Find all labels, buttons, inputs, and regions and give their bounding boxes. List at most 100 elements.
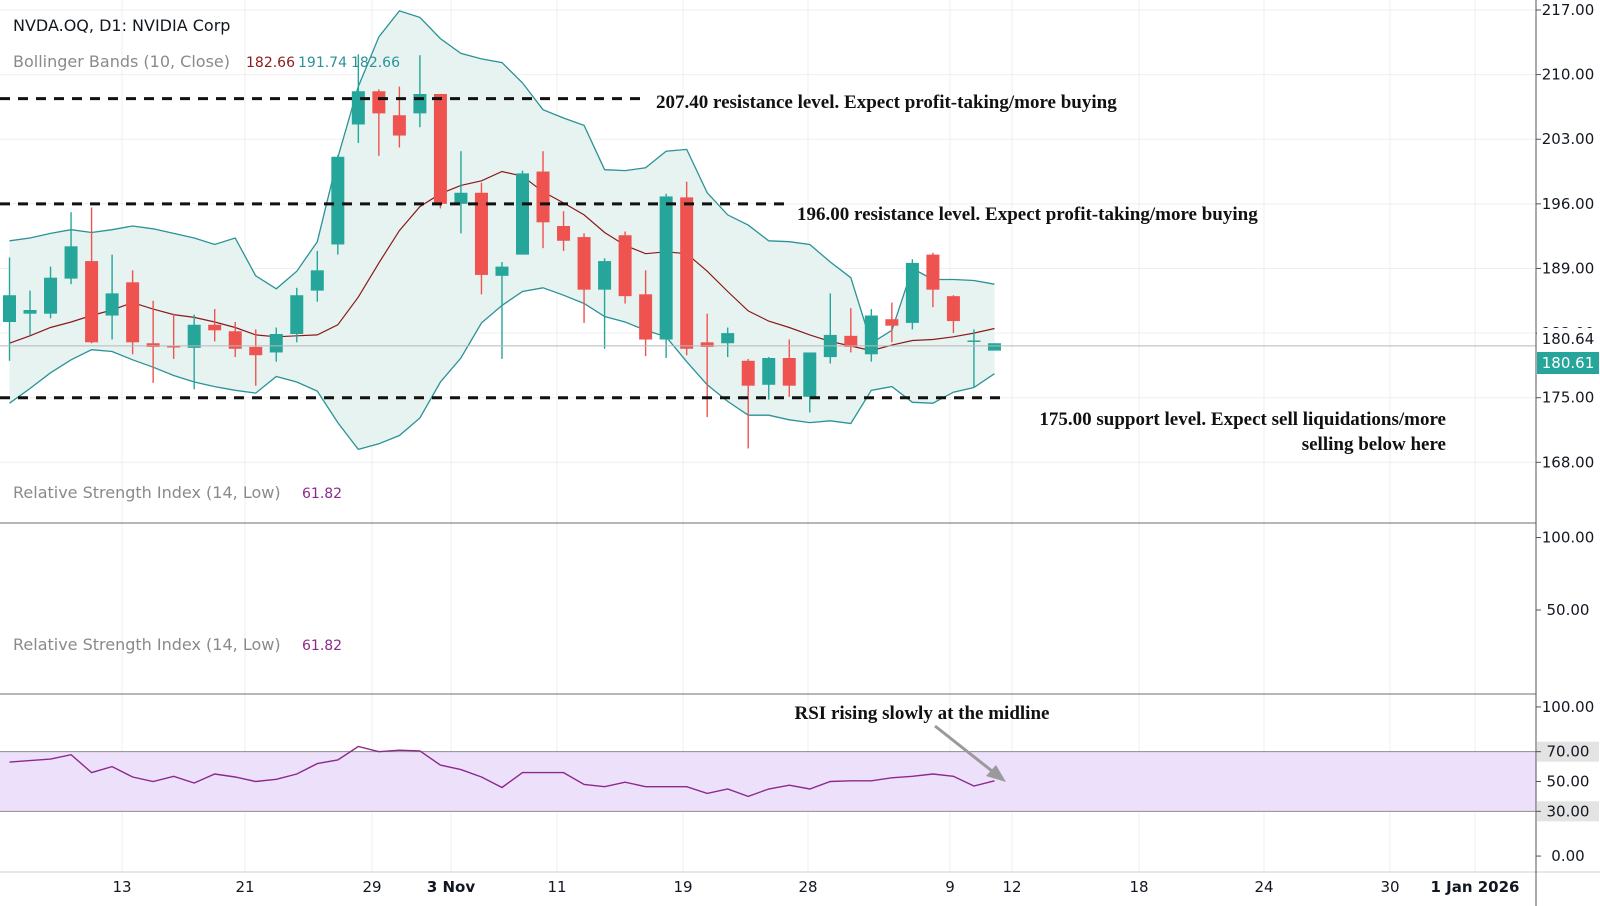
candle — [372, 89, 386, 156]
candle — [495, 262, 509, 359]
candle-body — [885, 319, 899, 326]
bb-lower-value: 182.66 — [351, 55, 400, 71]
candle-body — [721, 333, 735, 344]
candle-body — [680, 197, 694, 349]
candle-body — [351, 91, 365, 125]
candle — [167, 313, 181, 359]
x-axis: 13 21 29 3 Nov 11 19 28 9 12 18 24 30 1 Jan 2026 — [112, 878, 1519, 896]
candle-body — [208, 324, 222, 331]
candle — [228, 322, 242, 358]
x-tick-label: 19 — [673, 878, 692, 896]
annotation-175-line2: selling below here — [1302, 434, 1446, 455]
candle-body — [126, 282, 140, 343]
candle — [146, 300, 160, 383]
candle — [474, 182, 488, 295]
annotation-207: 207.40 resistance level. Expect profit-t… — [656, 92, 1117, 113]
candle-body — [331, 156, 345, 245]
bollinger-bands — [9, 10, 995, 451]
x-tick-label: 18 — [1129, 878, 1148, 896]
candle — [516, 170, 529, 255]
y-tick-label: 189.00 — [1542, 259, 1595, 277]
candle — [967, 329, 981, 388]
y-tick-label: 100.00 — [1542, 529, 1595, 547]
candle-body — [577, 237, 591, 290]
y-tick-label: 100.00 — [1542, 698, 1595, 716]
bb-mid-value: 182.66 — [246, 55, 295, 71]
candle — [721, 327, 735, 358]
candle — [331, 154, 345, 255]
y-tick-label: 175.00 — [1542, 389, 1595, 407]
candle — [905, 259, 919, 330]
candle — [85, 207, 99, 344]
svg-text:180.64: 180.64 — [1542, 330, 1595, 348]
candles — [3, 54, 1001, 449]
candle — [659, 193, 673, 358]
x-tick-label: 24 — [1254, 878, 1273, 896]
x-tick-label: 28 — [798, 878, 817, 896]
x-tick-label: 3 Nov — [427, 878, 476, 896]
candle — [44, 266, 58, 319]
candle-body — [762, 358, 776, 385]
candle-body — [639, 294, 653, 340]
candle — [618, 231, 632, 304]
candle-body — [187, 324, 201, 348]
candle — [105, 254, 119, 340]
candle-body — [454, 192, 468, 204]
candle-body — [926, 254, 940, 290]
candle-body — [146, 343, 160, 347]
rsi-label-2: Relative Strength Index (14, Low) — [13, 635, 281, 654]
candle — [577, 233, 591, 323]
rsi-value-2: 61.82 — [302, 638, 342, 654]
candle-body — [228, 331, 242, 349]
candle — [680, 181, 694, 356]
candle-body — [700, 342, 714, 347]
candle — [741, 358, 755, 449]
candle — [290, 287, 304, 343]
candle — [864, 309, 878, 362]
y-tick-label: 217.00 — [1542, 1, 1595, 19]
y-tick-label: 30.00 — [1547, 802, 1590, 820]
candle-body — [967, 340, 981, 342]
rsi-band-tag — [1537, 741, 1599, 762]
candle-body — [44, 277, 58, 314]
rsi-band — [0, 751, 1536, 812]
candle — [946, 295, 960, 334]
rsi-value-1: 61.82 — [302, 486, 342, 502]
candle-body — [905, 262, 919, 323]
candle-body — [167, 346, 181, 348]
bb-upper-value: 191.74 — [298, 55, 347, 71]
candle — [598, 258, 612, 349]
candle-body — [618, 235, 632, 297]
x-tick-label: 29 — [362, 878, 381, 896]
candle-body — [987, 343, 1001, 351]
y-tick-label: 50.00 — [1547, 773, 1590, 791]
x-tick-label: 13 — [112, 878, 131, 896]
x-tick-label: 21 — [235, 878, 254, 896]
candle — [126, 270, 140, 355]
candle-body — [803, 352, 817, 397]
price-tag-last: 180.61 — [1537, 352, 1599, 374]
x-tick-label: 30 — [1380, 878, 1399, 896]
x-tick-label: 12 — [1002, 878, 1021, 896]
y-tick-label: 210.00 — [1542, 66, 1595, 84]
candle — [187, 314, 201, 390]
price-tag-top: 180.64 — [1537, 328, 1599, 348]
candle-body — [372, 91, 386, 114]
candle-body — [413, 94, 427, 114]
candle-body — [864, 315, 878, 355]
svg-text:180.61: 180.61 — [1542, 354, 1595, 372]
y-axis: 168.00175.00182.00189.00196.00203.00210.… — [1536, 1, 1599, 865]
candle-body — [310, 270, 324, 291]
x-tick-label: 9 — [945, 878, 955, 896]
candle — [249, 329, 263, 386]
candle — [454, 151, 468, 234]
symbol-title: NVDA.OQ, D1: NVIDIA Corp — [13, 16, 230, 35]
candle-body — [433, 94, 447, 204]
candle-body — [844, 335, 858, 347]
y-tick-label: 168.00 — [1542, 453, 1595, 471]
x-tick-label: 1 Jan 2026 — [1430, 878, 1519, 896]
candle — [433, 94, 447, 209]
candle — [310, 250, 324, 302]
y-tick-label: 50.00 — [1547, 601, 1590, 619]
